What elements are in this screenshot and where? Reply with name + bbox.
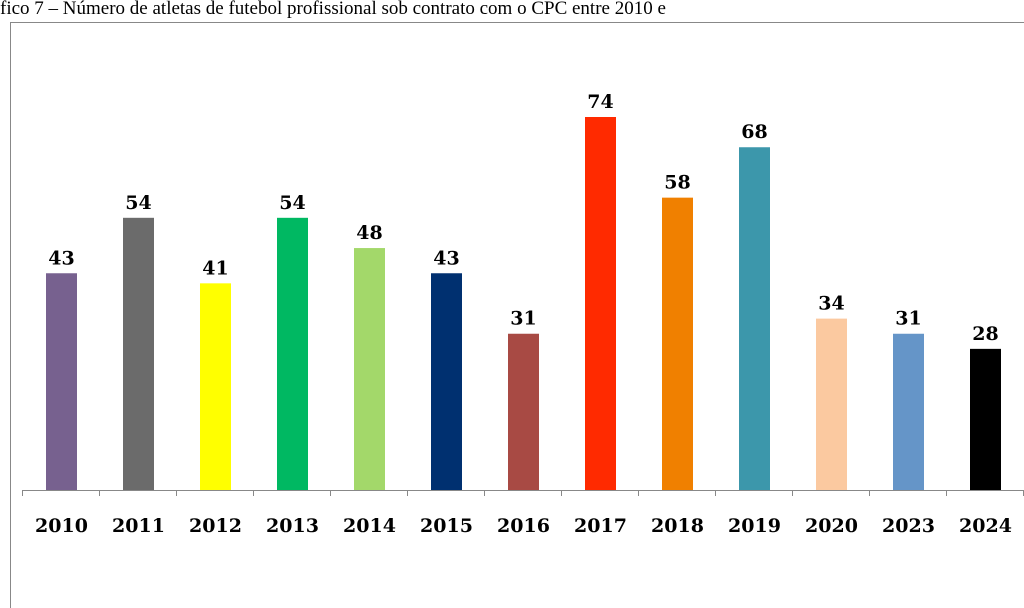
bar <box>662 197 693 490</box>
data-label: 43 <box>433 247 459 269</box>
bar <box>508 333 539 490</box>
x-tick-label: 2015 <box>420 515 473 537</box>
bar <box>739 147 770 491</box>
bar <box>816 318 847 490</box>
data-label: 41 <box>202 257 228 279</box>
data-label: 68 <box>741 121 767 143</box>
x-tick-label: 2020 <box>805 515 858 537</box>
bar <box>277 217 308 491</box>
x-tick-label: 2016 <box>497 515 550 537</box>
x-tick-label: 2011 <box>112 515 165 537</box>
x-tick-label: 2017 <box>574 515 627 537</box>
bar <box>585 117 616 490</box>
bar <box>970 348 1001 490</box>
data-label: 54 <box>279 192 305 214</box>
bar <box>893 333 924 490</box>
data-label: 34 <box>818 293 844 315</box>
bar <box>354 248 385 490</box>
x-tick-label: 2018 <box>651 515 704 537</box>
data-label: 54 <box>125 192 151 214</box>
x-tick-label: 2013 <box>266 515 319 537</box>
bar <box>200 283 231 490</box>
chart-title: fico 7 – Número de atletas de futebol pr… <box>0 0 666 19</box>
x-tick-label: 2024 <box>959 515 1012 537</box>
bar <box>431 273 462 490</box>
x-tick-label: 2023 <box>882 515 935 537</box>
data-label: 74 <box>587 91 613 113</box>
data-label: 28 <box>972 323 998 345</box>
bar <box>46 273 77 490</box>
data-label: 43 <box>48 247 74 269</box>
x-tick-label: 2010 <box>35 515 88 537</box>
data-label: 31 <box>895 308 921 330</box>
chart-frame <box>10 22 1024 608</box>
x-tick-label: 2012 <box>189 515 242 537</box>
bar <box>123 217 154 491</box>
data-label: 31 <box>510 308 536 330</box>
x-tick-label: 2019 <box>728 515 781 537</box>
data-label: 58 <box>664 172 690 194</box>
x-tick-label: 2014 <box>343 515 396 537</box>
data-label: 48 <box>356 222 382 244</box>
